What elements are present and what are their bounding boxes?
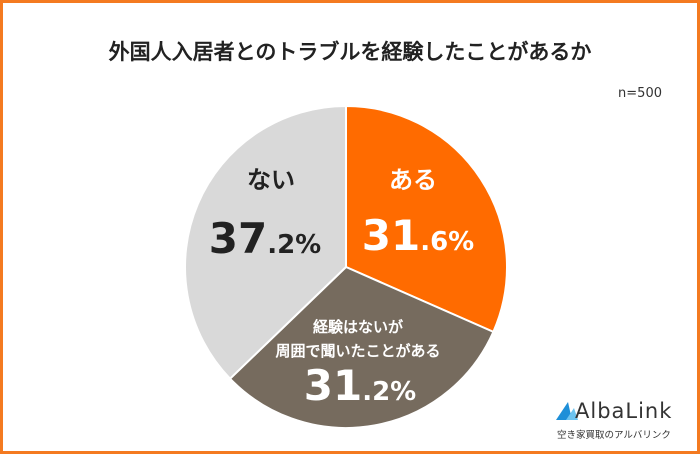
sample-size: n=500 [618, 86, 662, 101]
logo-name: AlbaLink [575, 399, 673, 423]
logo-mark-icon [556, 402, 578, 420]
label-aru: ある [389, 166, 437, 194]
value-aru-int: 31 [362, 211, 420, 260]
slice-heard [228, 265, 495, 429]
value-aru: 31.6% [362, 211, 474, 260]
value-aru-dec: .6% [420, 227, 474, 257]
label-heard-line2: 周囲で聞いたことがある [275, 342, 440, 360]
value-nai-dec: .2% [267, 230, 321, 260]
value-nai-int: 37 [209, 214, 267, 263]
value-nai: 37.2% [209, 214, 321, 263]
chart-title: 外国人入居者とのトラブルを経験したことがあるか [108, 40, 592, 64]
logo-tagline: 空き家買取のアルバリンク [557, 430, 671, 441]
value-heard: 31.2% [304, 361, 416, 410]
value-heard-int: 31 [304, 361, 362, 410]
slice-nai [184, 104, 347, 381]
slice-aru [345, 104, 508, 334]
value-heard-dec: .2% [362, 377, 416, 407]
label-heard-line1: 経験はないが [313, 318, 404, 336]
label-nai: ない [247, 166, 295, 194]
